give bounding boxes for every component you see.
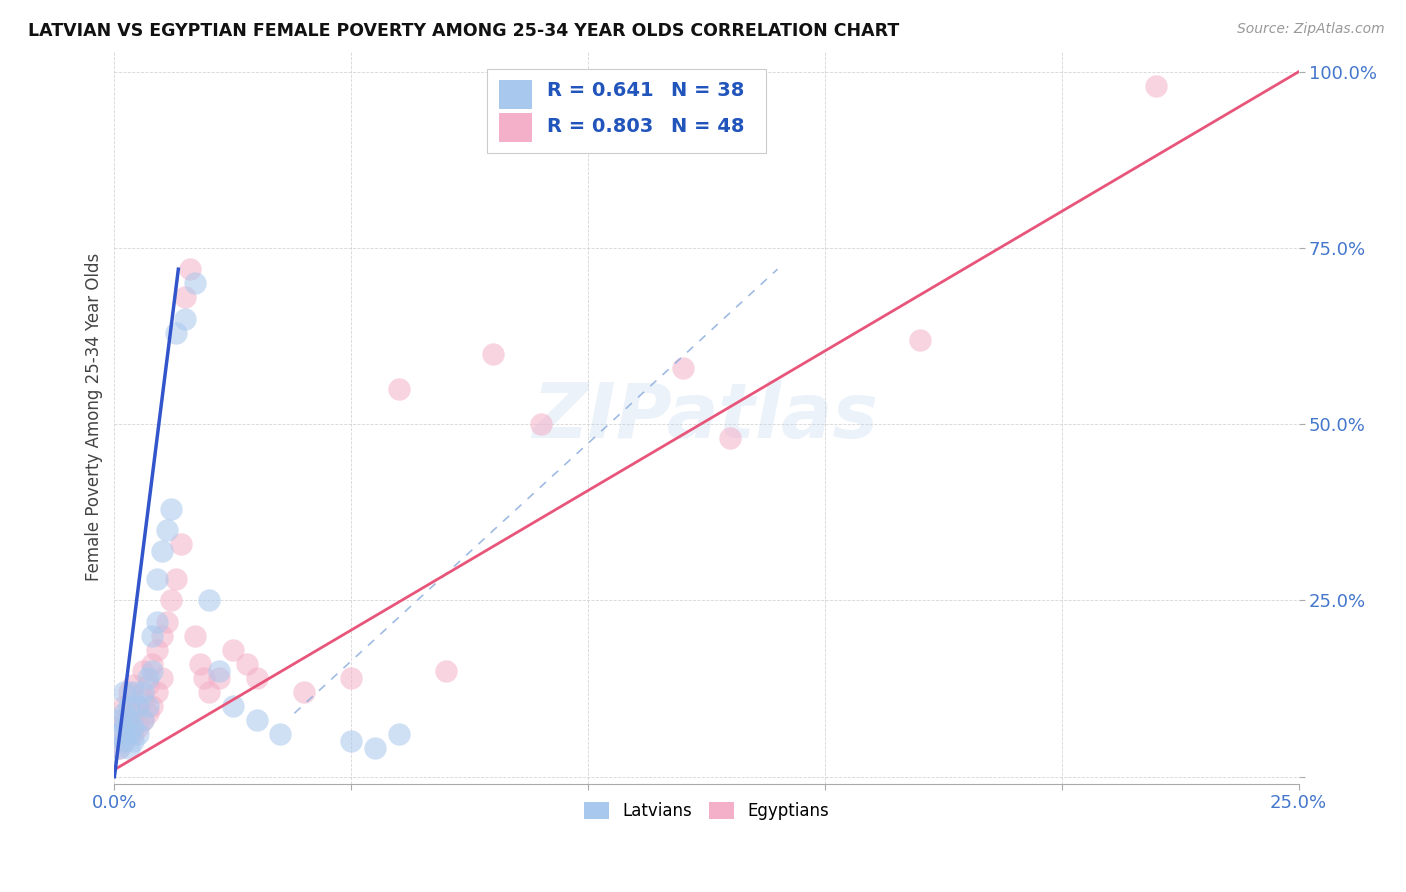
Text: N = 38: N = 38 <box>671 81 744 101</box>
Point <box>165 326 187 340</box>
Point <box>108 727 131 741</box>
Point <box>207 664 229 678</box>
Point <box>132 714 155 728</box>
Point <box>108 741 131 756</box>
Point <box>155 615 177 629</box>
Point <box>364 741 387 756</box>
Point <box>245 714 267 728</box>
Point <box>174 290 197 304</box>
Point <box>132 692 155 706</box>
Point <box>117 727 139 741</box>
Point <box>340 671 363 685</box>
Legend: Latvians, Egyptians: Latvians, Egyptians <box>578 795 835 827</box>
Point <box>160 501 183 516</box>
Point <box>269 727 291 741</box>
Point <box>222 699 245 714</box>
Point <box>146 642 169 657</box>
Point <box>122 727 145 741</box>
Text: Source: ZipAtlas.com: Source: ZipAtlas.com <box>1237 22 1385 37</box>
FancyBboxPatch shape <box>488 69 766 153</box>
FancyBboxPatch shape <box>499 113 533 143</box>
Point <box>146 615 169 629</box>
Point <box>184 629 207 643</box>
Point <box>136 706 159 721</box>
Point <box>188 657 211 671</box>
Point <box>132 714 155 728</box>
Point <box>236 657 259 671</box>
Point <box>174 311 197 326</box>
Text: LATVIAN VS EGYPTIAN FEMALE POVERTY AMONG 25-34 YEAR OLDS CORRELATION CHART: LATVIAN VS EGYPTIAN FEMALE POVERTY AMONG… <box>28 22 900 40</box>
Point <box>108 741 131 756</box>
Point <box>122 706 145 721</box>
Point <box>155 523 177 537</box>
Point <box>112 714 135 728</box>
Point <box>184 277 207 291</box>
Point <box>132 685 155 699</box>
Point <box>127 699 149 714</box>
Point <box>141 664 163 678</box>
Point <box>198 593 221 607</box>
Point <box>122 685 145 699</box>
Point <box>672 360 695 375</box>
FancyBboxPatch shape <box>499 80 533 110</box>
Point <box>150 671 173 685</box>
Point <box>112 734 135 748</box>
Text: R = 0.803: R = 0.803 <box>547 117 652 136</box>
Point <box>141 629 163 643</box>
Point <box>146 572 169 586</box>
Point <box>117 685 139 699</box>
Point <box>127 720 149 734</box>
Point <box>1144 78 1167 93</box>
Point <box>434 664 457 678</box>
Point <box>207 671 229 685</box>
Point <box>482 347 505 361</box>
Point <box>112 685 135 699</box>
Y-axis label: Female Poverty Among 25-34 Year Olds: Female Poverty Among 25-34 Year Olds <box>86 253 103 582</box>
Point <box>193 671 215 685</box>
Point <box>117 714 139 728</box>
Point <box>222 642 245 657</box>
Point <box>150 544 173 558</box>
Point <box>112 706 135 721</box>
Text: N = 48: N = 48 <box>671 117 744 136</box>
Point <box>387 727 409 741</box>
Point <box>127 699 149 714</box>
Point <box>387 382 409 396</box>
Point <box>112 734 135 748</box>
Point <box>117 727 139 741</box>
Point <box>112 720 135 734</box>
Point <box>146 685 169 699</box>
Point <box>150 629 173 643</box>
Point <box>122 720 145 734</box>
Point <box>108 720 131 734</box>
Point <box>108 714 131 728</box>
Point <box>179 262 201 277</box>
Text: ZIPatlas: ZIPatlas <box>533 380 880 454</box>
Point <box>127 727 149 741</box>
Point <box>122 734 145 748</box>
Point <box>117 699 139 714</box>
Point <box>117 714 139 728</box>
Point <box>718 431 741 445</box>
Point <box>112 699 135 714</box>
Point <box>530 417 553 432</box>
Point <box>117 741 139 756</box>
Point <box>165 572 187 586</box>
Point <box>141 657 163 671</box>
Point <box>136 678 159 692</box>
Point <box>160 593 183 607</box>
Point <box>122 678 145 692</box>
Point <box>198 685 221 699</box>
Point <box>136 699 159 714</box>
Point <box>136 671 159 685</box>
Text: R = 0.641: R = 0.641 <box>547 81 654 101</box>
Point <box>340 734 363 748</box>
Point <box>292 685 315 699</box>
Point <box>132 664 155 678</box>
Point <box>908 333 931 347</box>
Point <box>141 699 163 714</box>
Point <box>245 671 267 685</box>
Point <box>170 537 193 551</box>
